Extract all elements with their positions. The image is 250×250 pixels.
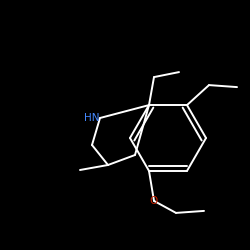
Text: HN: HN	[84, 113, 100, 123]
Text: O: O	[150, 196, 158, 206]
